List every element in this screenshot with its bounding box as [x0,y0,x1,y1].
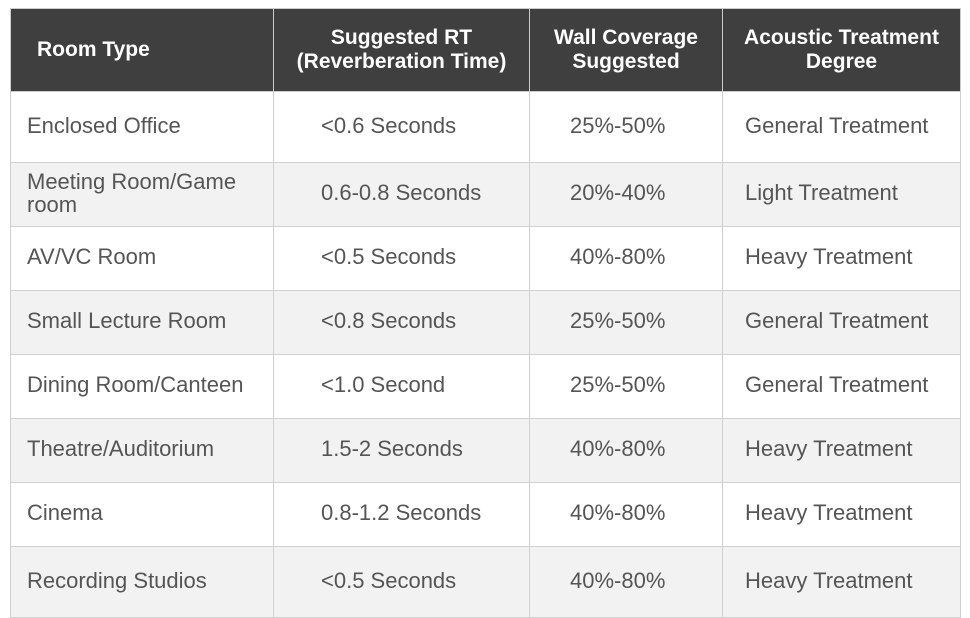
header-row: Room Type Suggested RT (Reverberation Tim… [10,8,961,92]
header-cell: Wall Coverage Suggested [529,8,723,92]
table-cell: 1.5-2 Seconds [273,418,530,483]
table-header: Room Type Suggested RT (Reverberation Tim… [10,8,961,92]
table-cell: 25%-50% [529,290,723,355]
table-row: Enclosed Office <0.6 Seconds 25%-50% Genera… [10,91,961,163]
table-cell: Small Lecture Room [10,290,274,355]
table-row: Recording Studios <0.5 Seconds 40%-80% Heav… [10,546,961,618]
table-cell: <1.0 Second [273,354,530,419]
table-cell: Heavy Treatment [722,226,961,291]
table-cell: Enclosed Office [10,91,274,163]
table-row: AV/VC Room <0.5 Seconds 40%-80% Heavy Treat… [10,226,961,291]
table-cell: <0.6 Seconds [273,91,530,163]
table-cell: 40%-80% [529,546,723,618]
table-cell: Cinema [10,482,274,547]
table-cell: 40%-80% [529,482,723,547]
table-cell: 40%-80% [529,226,723,291]
table-cell: Theatre/Auditorium [10,418,274,483]
table-cell: Heavy Treatment [722,546,961,618]
table-row: Small Lecture Room <0.8 Seconds 25%-50% Gen… [10,290,961,355]
header-cell: Room Type [10,8,274,92]
table-cell: Light Treatment [722,162,961,227]
table-cell: Recording Studios [10,546,274,618]
table-row: Meeting Room/Game room 0.6-0.8 Seconds 20%… [10,162,961,227]
table-cell: 40%-80% [529,418,723,483]
table-cell: <0.5 Seconds [273,226,530,291]
header-cell: Acoustic Treatment Degree [722,8,961,92]
table-row: Theatre/Auditorium 1.5-2 Seconds 40%-80% He… [10,418,961,483]
table-cell: General Treatment [722,91,961,163]
table-cell: 25%-50% [529,91,723,163]
table-cell: Dining Room/Canteen [10,354,274,419]
table-cell: General Treatment [722,354,961,419]
table-cell: AV/VC Room [10,226,274,291]
table-cell: Meeting Room/Game room [10,162,274,227]
table-cell: 25%-50% [529,354,723,419]
table-row: Cinema 0.8-1.2 Seconds 40%-80% Heavy Treatm… [10,482,961,547]
table-row: Dining Room/Canteen <1.0 Second 25%-50% Gen… [10,354,961,419]
table-cell: 0.6-0.8 Seconds [273,162,530,227]
page: Room Type Suggested RT (Reverberation Tim… [10,8,961,618]
table-cell: <0.8 Seconds [273,290,530,355]
acoustic-table: Room Type Suggested RT (Reverberation Tim… [10,8,961,618]
table-cell: General Treatment [722,290,961,355]
table-cell: Heavy Treatment [722,482,961,547]
table-cell: 0.8-1.2 Seconds [273,482,530,547]
table-cell: Heavy Treatment [722,418,961,483]
table-body: Enclosed Office <0.6 Seconds 25%-50% Genera… [10,91,961,618]
table-cell: 20%-40% [529,162,723,227]
header-cell: Suggested RT (Reverberation Time) [273,8,530,92]
table-cell: <0.5 Seconds [273,546,530,618]
